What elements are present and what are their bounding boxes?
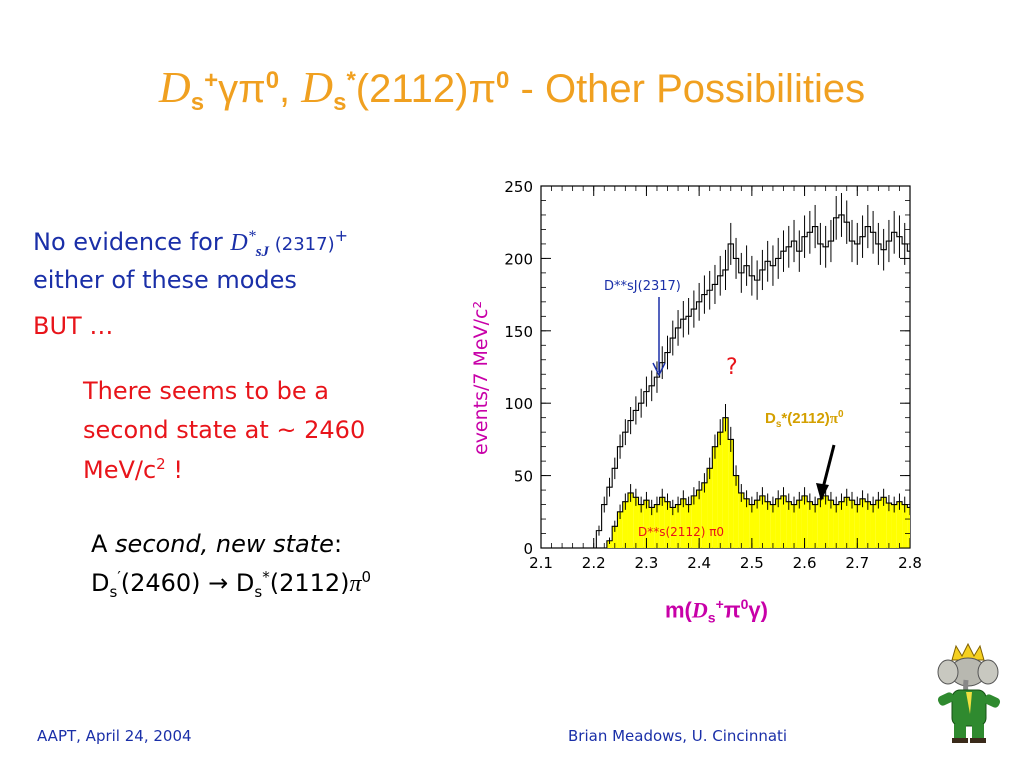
seems-line-2: second state at ~ 2460 [83,416,366,444]
y-tick-label: 0 [523,540,533,558]
page-title: Ds+γπ0, Ds*(2112)π0 - Other Possibilitie… [158,63,866,116]
x-tick-label: 2.4 [687,554,711,572]
ds2112-bar [875,500,882,548]
ds2112-bar [638,504,644,548]
seems-line-3: MeV/c2 ! [83,455,183,484]
y-axis-label: events/7 MeV/c² [470,301,492,455]
ds2112-bar [754,500,760,548]
ds2112-bar [791,504,797,548]
y-tick-label: 50 [514,468,533,486]
ds2112-bar [849,500,855,548]
x-tick-label: 2.5 [740,554,764,572]
ds2112-bar [659,497,665,548]
ds2112-bar [870,504,876,548]
ds2112-bar [728,439,734,548]
ds2112-bar [707,468,713,548]
ds2112-bar [854,504,860,548]
ds2112-bar [691,495,697,548]
ds2112-bar [622,501,628,548]
ds2112-bar [770,504,776,548]
y-tick-label: 250 [504,178,533,196]
ds2112-bar [717,432,723,548]
footer-author: Brian Meadows, U. Cincinnati [568,727,788,745]
ds2112-bar [664,501,671,548]
ds2112-bar [865,501,871,548]
question-mark: ? [726,355,738,380]
y-tick-label: 150 [504,323,533,341]
ds2112-bar [786,501,792,548]
ds2112-bar [654,504,660,548]
footer-date: AAPT, April 24, 2004 [37,727,192,745]
ds2112-bar [775,498,781,548]
ds2112-bar [765,501,771,548]
modes-line: either of these modes [33,266,297,294]
ds2112-bar [649,507,655,548]
ds2112-bar [796,500,802,548]
ds2112-bar [743,498,750,548]
ds2112-bar [759,495,766,548]
ds2112-label: Ds*(2112)π0 [765,409,844,430]
inner-ds2112-annotation: D**s(2112) π0 [638,525,724,539]
ds2112-bar [812,504,818,548]
seems-line-1: There seems to be a [83,377,329,405]
ds2112-bar [712,446,718,548]
ds2112-bar [680,498,686,548]
ds2112-bar [722,417,729,548]
ds2112-arrow-head [816,483,829,501]
ds2112-bar [896,501,903,548]
x-tick-label: 2.8 [898,554,922,572]
ds2112-bar [738,492,744,548]
ds2112-bar [823,495,829,548]
ds2112-bar [801,495,808,548]
ds2112-bar [907,507,910,548]
new-state-line: A second, new state: [91,530,343,558]
ds2112-bar [780,495,787,548]
ds2112-bar [838,501,845,548]
x-tick-label: 2.7 [845,554,869,572]
no-evidence-line: No evidence for D*sJ (2317)+ [33,226,349,260]
ds2112-series-line [591,417,910,548]
ds2112-bar [859,498,866,548]
ds2112-bar [612,526,618,548]
ds2112-bar [833,504,839,548]
decay-line: Ds′(2460) → Ds*(2112)π0 [91,568,372,601]
ds2112-bar [902,504,908,548]
ds2112-bar [844,497,850,548]
dsj-arrow-head [652,362,666,377]
ds2112-bar [675,504,681,548]
y-tick-label: 100 [504,395,533,413]
ds2112-bar [891,504,897,548]
ds2112-bar [886,503,892,548]
ds2112-bar [828,500,834,548]
mass-histogram-chart: 0 50 100 150 200 250 2.1 2.2 2.3 2.4 2.5 2.6 2.7 2.8… [470,178,922,572]
ds2112-bar [617,511,623,548]
ds2112-bar [701,482,708,548]
ds2112-bar [685,504,692,548]
ds2112-bar [817,498,824,548]
ds2112-bar [643,500,650,548]
ds2112-bar [749,504,755,548]
x-axis-label: m(Ds+π0γ) [665,596,768,626]
x-tick-label: 2.2 [582,554,606,572]
ds2112-bar [627,492,634,548]
ds2112-arrow-shaft [821,444,836,489]
ds2112-bar [696,490,702,548]
x-tick-label: 2.3 [634,554,658,572]
ds2112-bar [606,540,613,548]
y-tick-label: 200 [504,250,533,268]
x-tick-label: 2.6 [793,554,817,572]
but-line: BUT … [33,312,114,340]
ds2112-bar [733,475,739,548]
ds2112-bar [807,501,813,548]
ds2112-bar [670,507,676,548]
x-tick-label: 2.1 [529,554,553,572]
ds2112-bar [633,497,639,548]
dsj-2317-annotation: D**sJ(2317) [604,279,681,294]
elephant-king-icon [937,642,1001,743]
ds2112-bar [881,497,887,548]
